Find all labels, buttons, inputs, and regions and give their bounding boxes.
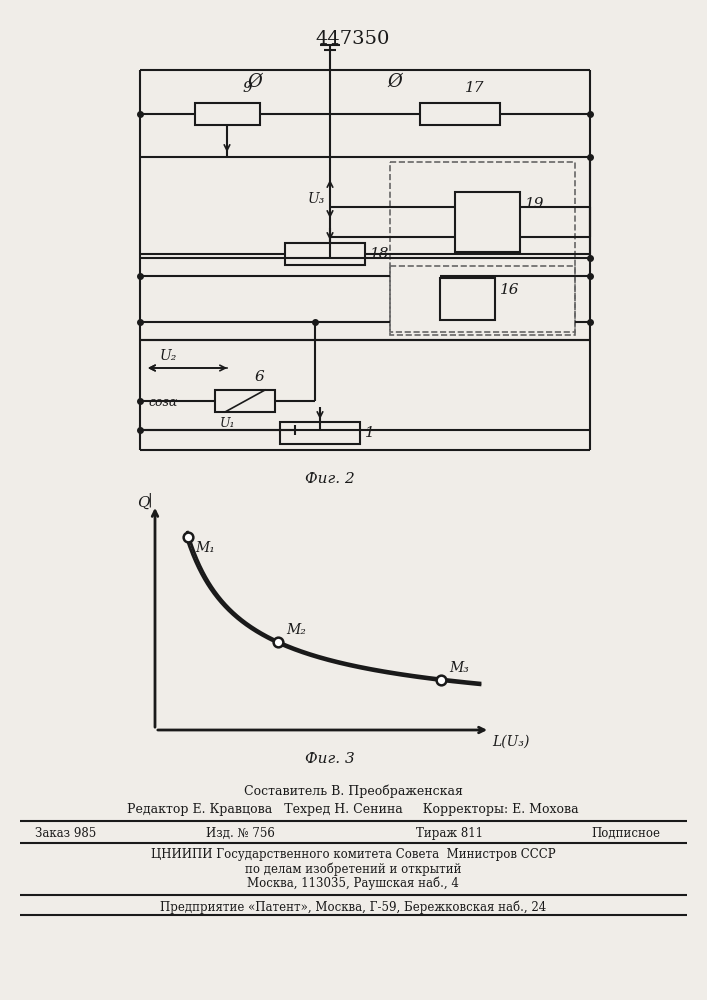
Bar <box>390 162 575 335</box>
Text: Фиг. 3: Фиг. 3 <box>305 752 355 766</box>
Text: |: | <box>148 493 152 507</box>
Text: по делам изобретений и открытий: по делам изобретений и открытий <box>245 863 461 876</box>
Text: Ø: Ø <box>387 73 402 91</box>
Text: 17: 17 <box>465 81 484 95</box>
Bar <box>420 103 500 124</box>
Bar <box>195 103 260 124</box>
Text: L(U₃): L(U₃) <box>492 735 530 749</box>
Text: Фиг. 2: Фиг. 2 <box>305 472 355 486</box>
Text: U₂: U₂ <box>160 349 177 363</box>
Bar <box>285 243 365 265</box>
Text: Тираж 811: Тираж 811 <box>416 827 484 840</box>
Text: M₁: M₁ <box>196 542 216 556</box>
Text: cosα: cosα <box>148 396 177 410</box>
Text: 447350: 447350 <box>316 30 390 48</box>
Text: 1: 1 <box>365 426 375 440</box>
Text: Подписное: Подписное <box>591 827 660 840</box>
Text: Редактор Е. Кравцова   Техред Н. Сенина     Корректоры: Е. Мохова: Редактор Е. Кравцова Техред Н. Сенина Ко… <box>127 803 579 816</box>
Text: Заказ 985: Заказ 985 <box>35 827 96 840</box>
Text: Q: Q <box>137 496 150 510</box>
Text: 16: 16 <box>500 283 520 297</box>
Text: M₂: M₂ <box>286 623 306 637</box>
Bar <box>440 278 495 320</box>
Text: Составитель В. Преображенская: Составитель В. Преображенская <box>244 785 462 798</box>
Text: U₁: U₁ <box>220 417 235 430</box>
Text: 6: 6 <box>255 370 264 384</box>
Bar <box>390 266 575 332</box>
Text: U₃: U₃ <box>308 192 325 206</box>
Text: Ø: Ø <box>247 73 262 91</box>
Text: M₃: M₃ <box>449 661 469 675</box>
Text: ЦНИИПИ Государственного комитета Совета  Министров СССР: ЦНИИПИ Государственного комитета Совета … <box>151 848 555 861</box>
Bar <box>280 422 360 444</box>
Text: 9: 9 <box>243 81 252 95</box>
Text: Изд. № 756: Изд. № 756 <box>206 827 274 840</box>
Text: 19: 19 <box>525 197 544 211</box>
Text: 18: 18 <box>370 247 390 261</box>
Bar <box>215 390 275 412</box>
Text: Москва, 113035, Раушская наб., 4: Москва, 113035, Раушская наб., 4 <box>247 877 459 890</box>
Bar <box>455 192 520 252</box>
Text: Предприятие «Патент», Москва, Г-59, Бережковская наб., 24: Предприятие «Патент», Москва, Г-59, Бере… <box>160 900 546 914</box>
